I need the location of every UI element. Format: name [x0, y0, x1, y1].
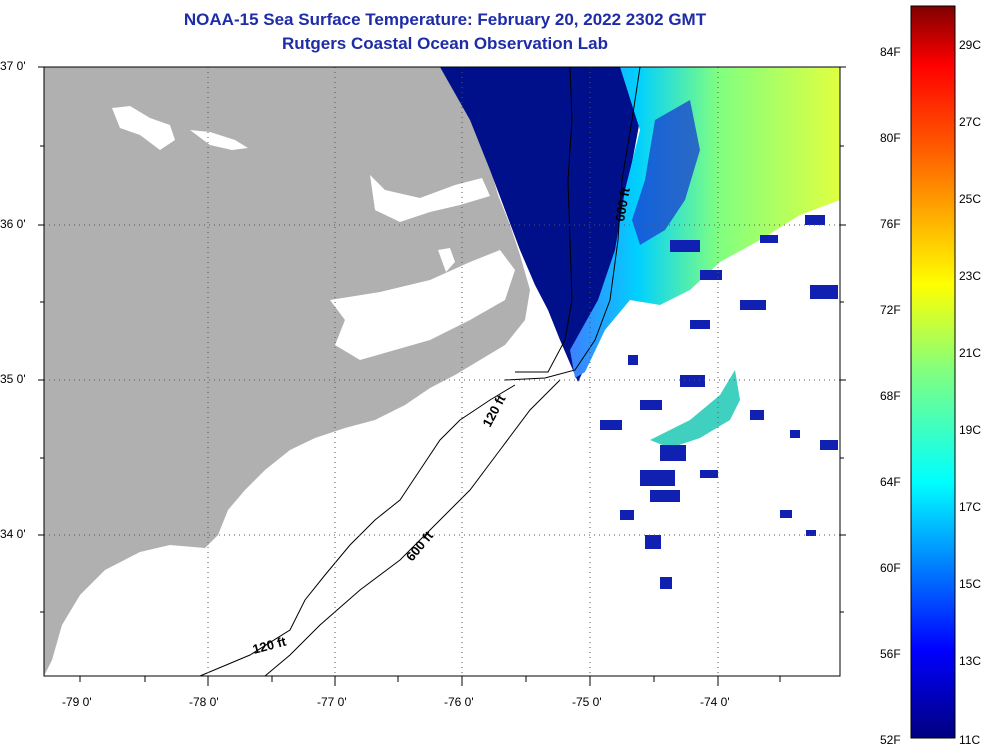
contour-120ft-north [515, 67, 573, 373]
colorbar-c-label: 11C [959, 733, 981, 747]
colorbar-f-label: 84F [880, 45, 901, 59]
lon-label: -79 0' [62, 695, 92, 709]
lat-label: 35 0' [0, 372, 26, 386]
sst-patch-south [650, 370, 740, 448]
inland-lake-1 [112, 106, 175, 150]
colorbar-f-label: 76F [880, 217, 901, 231]
land-mass [44, 67, 530, 676]
inland-lake-3 [438, 248, 455, 272]
sst-warm-region [570, 67, 840, 378]
colorbar-c-label: 13C [959, 654, 982, 668]
contour-120ft-south [199, 384, 516, 676]
map-frame [43, 66, 841, 677]
contour-600ft-south [264, 379, 561, 676]
colorbar-c-label: 27C [959, 115, 982, 129]
lon-label: -75 0' [572, 695, 602, 709]
sst-blue-band [632, 100, 700, 245]
inland-lake-2 [190, 130, 248, 150]
colorbar-f-label: 64F [880, 475, 901, 489]
map-ticks [38, 66, 846, 686]
colorbar [910, 5, 956, 739]
colorbar-c-label: 21C [959, 346, 982, 360]
sst-scatter-patches [600, 215, 838, 589]
pamlico-sound [330, 250, 515, 360]
colorbar-c-label: 25C [959, 192, 982, 206]
albemarle-sound [370, 175, 490, 222]
lon-label: -74 0' [700, 695, 730, 709]
colorbar-f-label: 52F [880, 733, 901, 747]
colorbar-c-label: 29C [959, 38, 982, 52]
colorbar-f-label: 56F [880, 647, 901, 661]
colorbar-c-label: 23C [959, 269, 982, 283]
colorbar-c-label: 19C [959, 423, 982, 437]
lon-label: -78 0' [189, 695, 219, 709]
contour-600ft-north [504, 67, 641, 381]
colorbar-f-label: 60F [880, 561, 901, 575]
colorbar-f-label: 80F [880, 131, 901, 145]
lat-label: 37 0' [0, 59, 26, 73]
contour-label-600-north: 600 ft [612, 186, 633, 223]
lat-label: 34 0' [0, 527, 26, 541]
colorbar-f-label: 72F [880, 303, 901, 317]
map-title: NOAA-15 Sea Surface Temperature: Februar… [183, 10, 707, 29]
lat-label: 36 0' [0, 217, 26, 231]
colorbar-f-label: 68F [880, 389, 901, 403]
map-subtitle: Rutgers Coastal Ocean Observation Lab [282, 34, 608, 53]
colorbar-c-label: 15C [959, 577, 982, 591]
lon-label: -77 0' [317, 695, 347, 709]
lon-label: -76 0' [444, 695, 474, 709]
colorbar-c-label: 17C [959, 500, 982, 514]
